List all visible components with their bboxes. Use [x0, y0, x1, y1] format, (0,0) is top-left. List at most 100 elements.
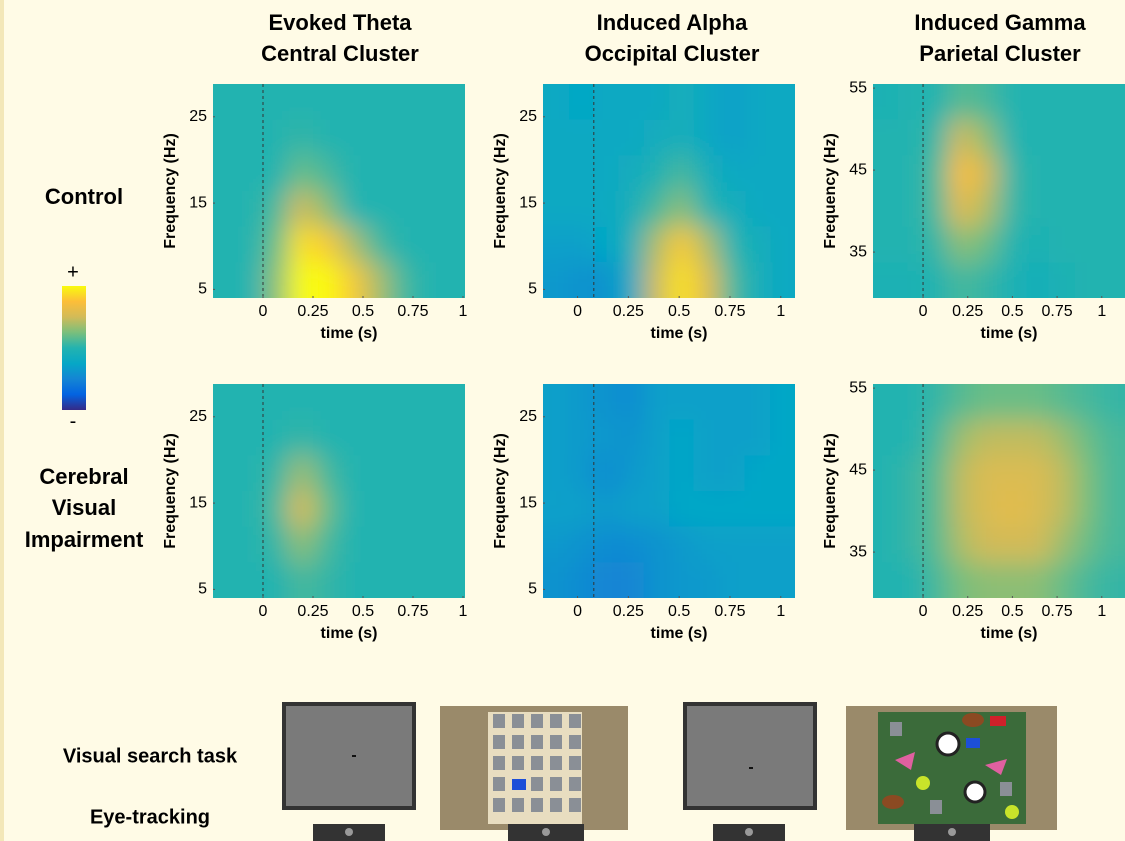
column-title: Parietal Cluster: [919, 41, 1081, 66]
y-tick-label: 15: [519, 494, 537, 511]
heatmap-cell: [364, 120, 390, 156]
heatmap-cell: [1075, 491, 1101, 527]
heatmap-cell: [898, 491, 924, 527]
heatmap-cell: [415, 491, 441, 527]
x-tick-label: 1: [1097, 303, 1106, 320]
heatmap-cell: [898, 527, 924, 563]
heatmap-cell: [619, 527, 645, 563]
heatmap-cell: [719, 455, 745, 491]
heatmap-cell: [898, 120, 924, 156]
heatmap-cell: [364, 455, 390, 491]
y-tick-label: 5: [198, 581, 207, 598]
y-axis-label: Frequency (Hz): [162, 133, 179, 249]
heatmap-cell: [415, 227, 441, 263]
heatmap-cell: [898, 191, 924, 227]
y-axis-label: Frequency (Hz): [822, 433, 839, 549]
heatmap-cell: [619, 420, 645, 456]
x-tick-label: 0.75: [1042, 303, 1073, 320]
heatmap-cell: [263, 527, 289, 563]
heatmap-cell: [745, 527, 771, 563]
x-tick-label: 0.5: [1001, 603, 1023, 620]
x-tick-label: 0.25: [952, 303, 983, 320]
heatmap-cell: [314, 527, 340, 563]
heatmap-cell: [644, 155, 670, 191]
y-axis-label: Frequency (Hz): [822, 133, 839, 249]
heatmap-cell: [949, 120, 975, 156]
heatmap-cell: [1024, 155, 1050, 191]
heatmap-cell: [669, 191, 695, 227]
heatmap-cell: [415, 120, 441, 156]
heatmap-cell: [389, 155, 415, 191]
x-tick-label: 1: [459, 303, 468, 320]
heatmap-cell: [314, 455, 340, 491]
heatmap-cell: [593, 527, 619, 563]
y-tick-label: 45: [849, 161, 867, 178]
heatmap-cell: [568, 227, 594, 263]
heatmap-cell: [974, 120, 1000, 156]
heatmap-cell: [1049, 527, 1075, 563]
heatmap-cell: [289, 527, 315, 563]
heatmap-cell: [923, 491, 949, 527]
heatmap-cell: [1075, 455, 1101, 491]
fixation-dot: [352, 755, 356, 757]
heatmap-cell: [389, 227, 415, 263]
heatmap-cell: [593, 155, 619, 191]
x-tick-label: 1: [1097, 603, 1106, 620]
heatmap-cell: [289, 455, 315, 491]
heatmap-cell: [415, 191, 441, 227]
heatmap-cell: [669, 527, 695, 563]
x-tick-label: 0.25: [297, 303, 328, 320]
heatmap-cell: [238, 527, 264, 563]
y-tick-label: 25: [189, 108, 207, 125]
heatmap-cell: [949, 155, 975, 191]
row-label: Cerebral: [39, 464, 128, 489]
heatmap-cell: [719, 491, 745, 527]
task-label: Visual search task: [63, 745, 238, 767]
heatmap-cell: [389, 527, 415, 563]
x-axis-label: time (s): [651, 625, 708, 642]
heatmap-cell: [1100, 155, 1125, 191]
x-tick-label: 0.25: [613, 303, 644, 320]
y-tick-label: 15: [519, 194, 537, 211]
heatmap-cell: [314, 491, 340, 527]
heatmap-cell: [1075, 155, 1101, 191]
heatmap-cell: [974, 191, 1000, 227]
heatmap-cell: [1024, 527, 1050, 563]
x-axis-label: time (s): [651, 325, 708, 342]
x-tick-label: 0.25: [952, 603, 983, 620]
colorbar-min-label: -: [70, 410, 77, 432]
heatmap-cell: [619, 455, 645, 491]
heatmap-cell: [415, 455, 441, 491]
heatmap-cell: [263, 120, 289, 156]
heatmap-cell: [923, 227, 949, 263]
heatmap-cell: [1024, 191, 1050, 227]
heatmap-cell: [314, 420, 340, 456]
x-tick-label: 1: [776, 303, 785, 320]
y-axis-label: Frequency (Hz): [492, 133, 509, 249]
heatmap-cell: [263, 155, 289, 191]
heatmap-cell: [364, 527, 390, 563]
heatmap-cell: [314, 191, 340, 227]
heatmap-cell: [694, 120, 720, 156]
x-tick-label: 0: [259, 303, 268, 320]
x-tick-label: 0: [919, 603, 928, 620]
heatmap-cell: [1075, 191, 1101, 227]
heatmap-cell: [694, 420, 720, 456]
heatmap-cell: [999, 120, 1025, 156]
heatmap-cell: [1075, 527, 1101, 563]
heatmap-cell: [1100, 527, 1125, 563]
heatmap-cell: [339, 120, 365, 156]
heatmap-cell: [339, 527, 365, 563]
heatmap-cell: [568, 455, 594, 491]
colorbar-max-label: +: [67, 261, 79, 283]
heatmap-cell: [1049, 191, 1075, 227]
heatmap-cell: [949, 455, 975, 491]
heatmap-cell: [1049, 155, 1075, 191]
heatmap-cell: [238, 491, 264, 527]
heatmap-cell: [644, 191, 670, 227]
heatmap-cell: [289, 155, 315, 191]
heatmap: [173, 344, 506, 639]
heatmap-cell: [263, 455, 289, 491]
heatmap-cell: [619, 155, 645, 191]
heatmap-cell: [1100, 420, 1125, 456]
